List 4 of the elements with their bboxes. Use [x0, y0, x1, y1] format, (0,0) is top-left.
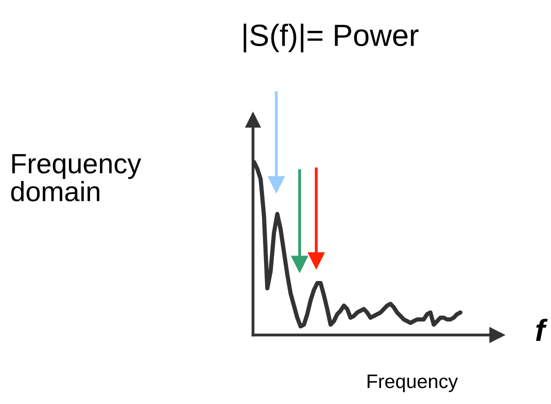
text: f [536, 318, 548, 341]
y-axis-title: Frequency domain [11, 154, 142, 202]
chart-title: |S(f)|= Power [244, 24, 419, 52]
x-axis-title: Frequency [368, 374, 458, 392]
